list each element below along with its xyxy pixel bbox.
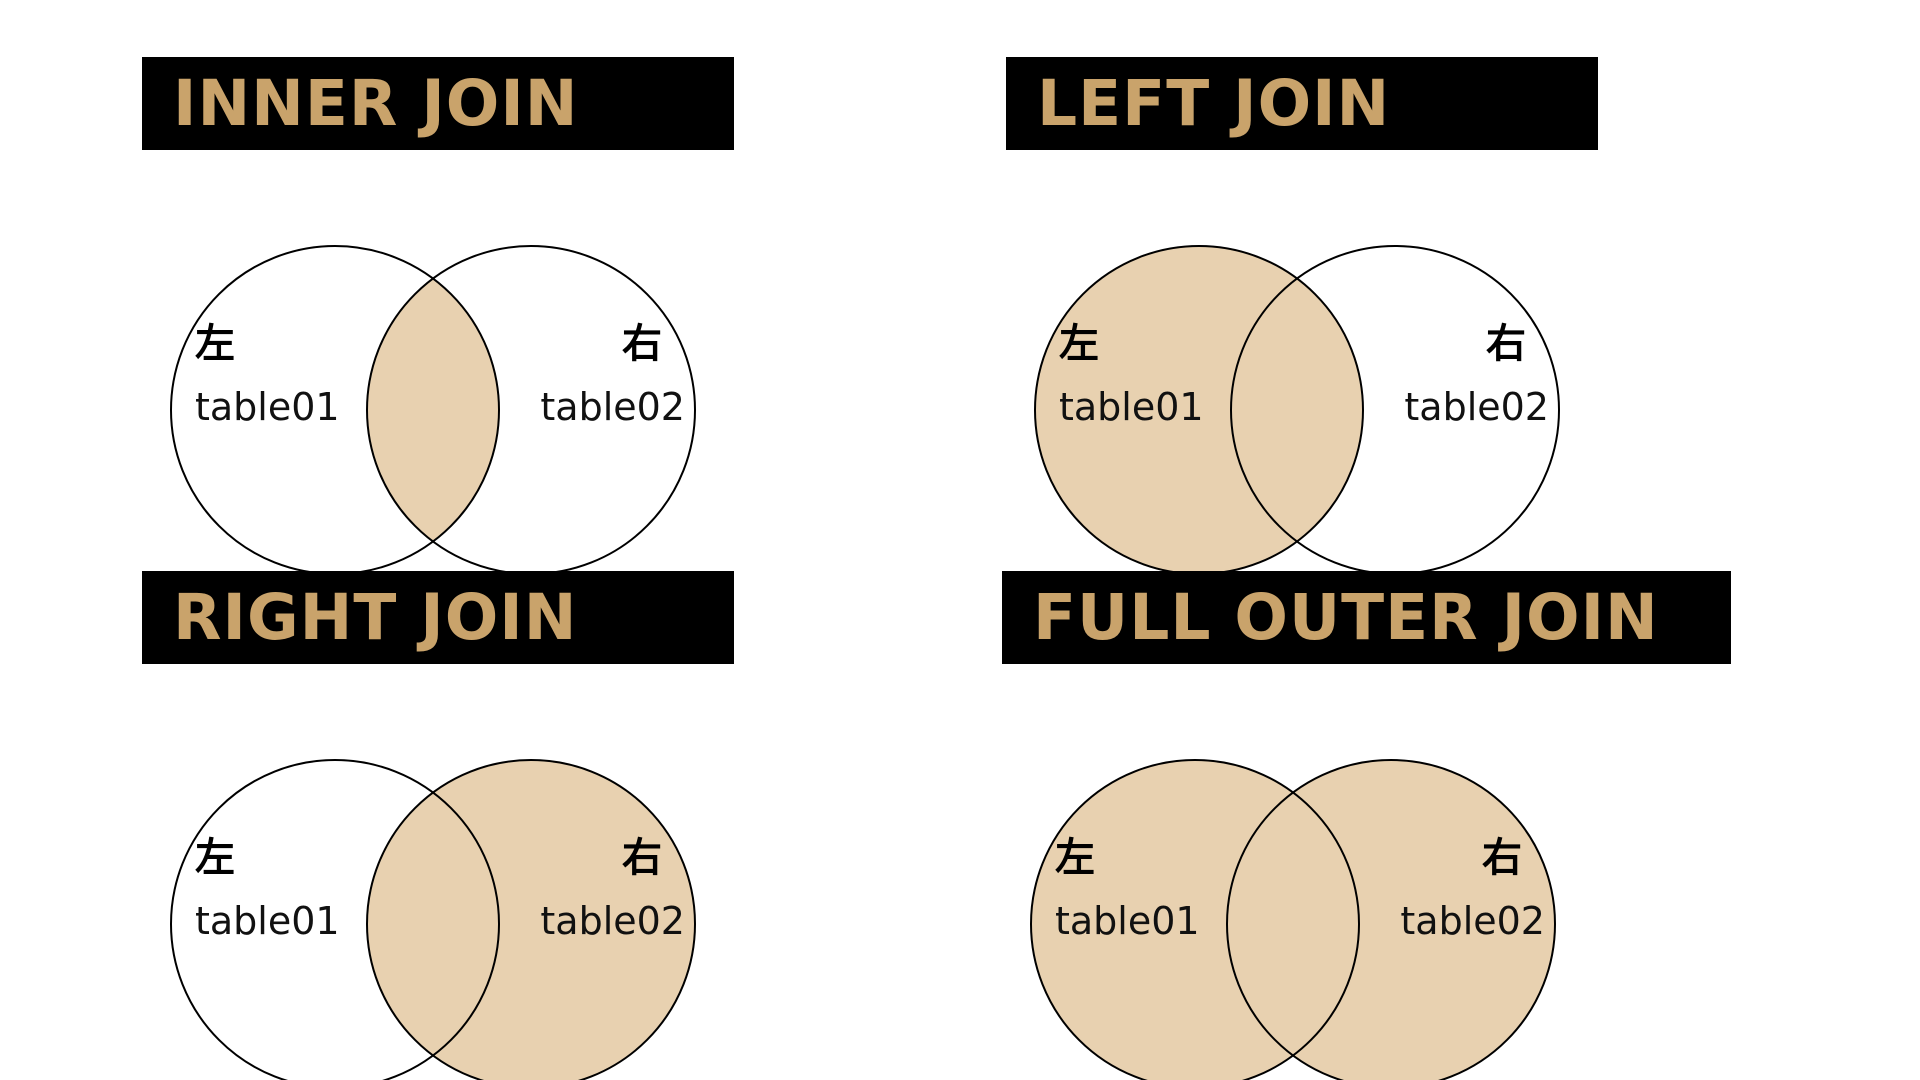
full-outer-join-venn-diagram: 左 table01 右 table02 — [1030, 759, 1556, 1080]
inner-join-title-bar: INNER JOIN — [142, 57, 734, 150]
right-join-panel: RIGHT JOIN 左 table01 右 table02 — [142, 571, 942, 1080]
left-table-name: table01 — [1055, 899, 1200, 943]
left-table-circle — [170, 759, 500, 1080]
right-table-name: table02 — [540, 385, 685, 429]
right-only-region — [433, 246, 695, 574]
right-only-region — [433, 760, 696, 1080]
right-only-region — [1293, 760, 1556, 1080]
left-table-name: table01 — [195, 899, 340, 943]
full-outer-join-title-bar: FULL OUTER JOIN — [1002, 571, 1731, 664]
left-only-region — [1035, 246, 1297, 574]
left-only-region — [171, 246, 433, 574]
right-join-title: RIGHT JOIN — [173, 581, 578, 654]
left-only-region — [170, 760, 433, 1080]
right-join-title-bar: RIGHT JOIN — [142, 571, 734, 664]
left-table-circle — [1030, 759, 1360, 1080]
left-table-name: table01 — [1059, 385, 1204, 429]
right-kanji-label: 右 — [1482, 835, 1522, 881]
left-kanji-label: 左 — [195, 321, 235, 367]
intersection-region — [367, 278, 499, 542]
right-kanji-label: 右 — [622, 835, 662, 881]
right-only-region — [1297, 246, 1559, 574]
right-kanji-label: 右 — [1486, 321, 1526, 367]
right-table-name: table02 — [1404, 385, 1549, 429]
inner-join-title: INNER JOIN — [173, 67, 579, 140]
left-join-panel: LEFT JOIN 左 table01 右 table02 — [1006, 57, 1806, 575]
left-table-name: table01 — [195, 385, 340, 429]
left-only-region — [1030, 760, 1293, 1080]
left-join-title: LEFT JOIN — [1037, 67, 1391, 140]
full-outer-join-panel: FULL OUTER JOIN 左 table01 右 table02 — [1002, 571, 1802, 1080]
intersection-region — [367, 792, 499, 1056]
left-kanji-label: 左 — [1059, 321, 1099, 367]
inner-join-venn-diagram: 左 table01 右 table02 — [170, 245, 696, 575]
left-join-title-bar: LEFT JOIN — [1006, 57, 1598, 150]
inner-join-panel: INNER JOIN 左 table01 右 table02 — [142, 57, 942, 575]
left-join-venn-diagram: 左 table01 右 table02 — [1034, 245, 1560, 575]
right-table-circle — [366, 759, 696, 1080]
right-join-venn-diagram: 左 table01 右 table02 — [170, 759, 696, 1080]
right-kanji-label: 右 — [622, 321, 662, 367]
intersection-region — [1231, 278, 1363, 542]
full-outer-join-title: FULL OUTER JOIN — [1033, 581, 1659, 654]
intersection-region — [1227, 792, 1359, 1056]
right-table-circle — [1226, 759, 1556, 1080]
right-table-name: table02 — [1400, 899, 1545, 943]
left-kanji-label: 左 — [1055, 835, 1095, 881]
left-kanji-label: 左 — [195, 835, 235, 881]
right-table-name: table02 — [540, 899, 685, 943]
